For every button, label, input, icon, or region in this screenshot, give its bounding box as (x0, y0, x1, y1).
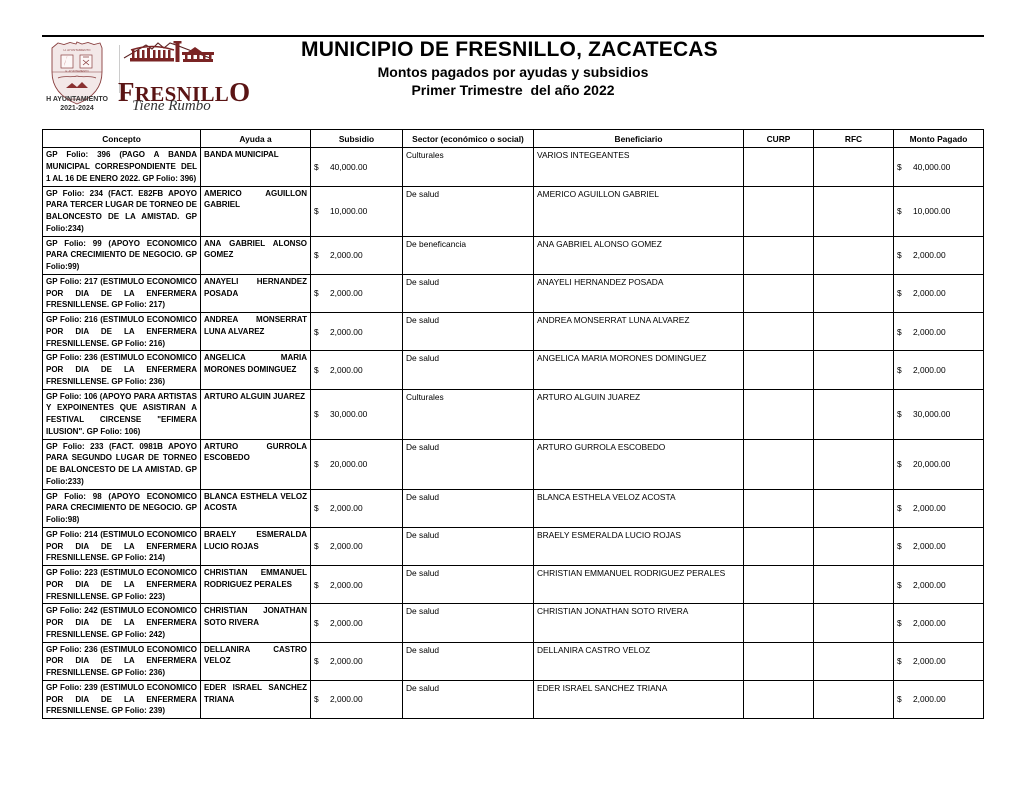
svg-text:H. AYUNTAMIENTO: H. AYUNTAMIENTO (63, 48, 91, 52)
